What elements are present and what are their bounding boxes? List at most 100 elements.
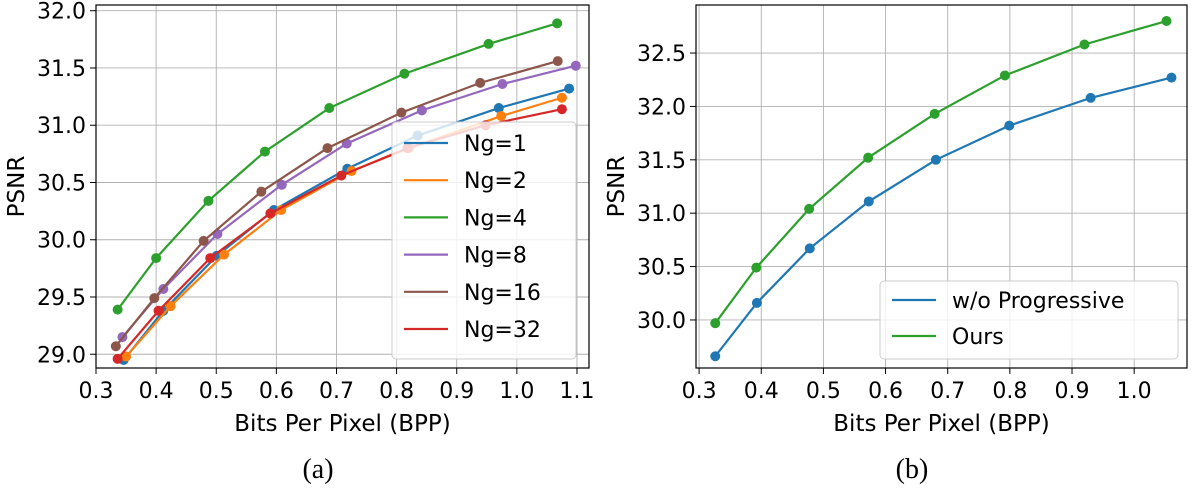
data-point xyxy=(324,103,335,114)
legend-label: Ng=4 xyxy=(464,206,527,231)
x-tick-label: 0.4 xyxy=(744,379,779,404)
plot-frame xyxy=(95,4,590,369)
series-w-o-progressive xyxy=(710,72,1177,362)
y-axis-label: PSNR xyxy=(4,156,30,218)
data-point xyxy=(110,341,121,352)
data-point xyxy=(276,179,287,190)
data-point xyxy=(475,77,486,88)
data-point xyxy=(219,249,230,260)
x-tick-label: 0.8 xyxy=(992,379,1027,404)
data-point xyxy=(556,104,567,115)
legend-box xyxy=(879,280,1179,360)
y-tick-label: 32.0 xyxy=(637,95,686,120)
data-point xyxy=(552,56,563,67)
x-tick-label: 0.6 xyxy=(868,379,903,404)
x-tick-label: 0.7 xyxy=(319,379,354,404)
series-line xyxy=(114,60,559,347)
y-tick-label: 31.0 xyxy=(637,202,686,227)
y-tick-label: 31.0 xyxy=(37,114,86,139)
series-ours xyxy=(710,16,1172,329)
data-point xyxy=(863,152,874,163)
data-point xyxy=(153,305,164,316)
data-point xyxy=(552,18,563,29)
data-point xyxy=(259,146,270,157)
x-tick-label: 0.8 xyxy=(379,379,414,404)
y-tick-label: 30.5 xyxy=(637,256,686,281)
x-tick-label: 1.0 xyxy=(499,379,534,404)
chart-panel-b: 0.3 0.4 0.5 0.6 0.7 0.8 0.9 1.0 30.0 30.5 31.0 31.5… xyxy=(604,4,1188,485)
x-tick-label: 0.3 xyxy=(682,379,717,404)
data-point xyxy=(256,186,267,197)
plot-frame xyxy=(695,4,1188,369)
data-point xyxy=(999,70,1010,81)
data-point xyxy=(929,108,940,119)
y-axis-label: PSNR xyxy=(604,156,630,218)
data-point xyxy=(1004,120,1015,131)
data-point xyxy=(396,107,407,118)
y-tick-label: 30.0 xyxy=(637,309,686,334)
legend: Ng=1 Ng=2 Ng=4 Ng=8 Ng=16 Ng=32 xyxy=(391,121,577,360)
panel-caption-a: (a) xyxy=(302,454,333,485)
data-point xyxy=(751,297,762,308)
data-point xyxy=(751,262,762,273)
data-point xyxy=(149,293,160,304)
x-tick-label: 0.5 xyxy=(199,379,234,404)
series-line xyxy=(714,76,1172,357)
y-tick-label: 32.0 xyxy=(37,0,86,25)
data-point xyxy=(151,253,162,264)
data-point xyxy=(112,304,123,315)
legend-label: Ours xyxy=(952,325,1004,350)
series-line xyxy=(714,19,1167,324)
data-point xyxy=(556,92,567,103)
data-point xyxy=(1166,72,1177,83)
x-tick-label: 0.6 xyxy=(259,379,294,404)
data-point xyxy=(497,79,508,90)
data-point xyxy=(710,351,721,362)
x-tick-label: 0.7 xyxy=(930,379,965,404)
data-point xyxy=(564,83,575,94)
data-point xyxy=(804,243,815,254)
data-point xyxy=(1085,92,1096,103)
x-axis-label: Bits Per Pixel (BPP) xyxy=(234,411,450,437)
data-point xyxy=(265,208,276,219)
y-tick-label: 31.5 xyxy=(37,57,86,82)
x-tick-label: 0.9 xyxy=(439,379,474,404)
y-tick-label: 29.0 xyxy=(37,343,86,368)
data-point xyxy=(336,170,347,181)
data-point xyxy=(570,60,581,71)
series-ng-16 xyxy=(110,56,563,352)
grid-lines xyxy=(696,5,1187,368)
legend-label: w/o Progressive xyxy=(952,289,1124,314)
x-tick-label: 1.0 xyxy=(1117,379,1152,404)
data-point xyxy=(399,68,410,79)
series-line xyxy=(116,22,558,311)
x-axis-label: Bits Per Pixel (BPP) xyxy=(833,411,1049,437)
x-tick-label: 0.3 xyxy=(79,379,114,404)
legend-label: Ng=2 xyxy=(464,169,527,194)
data-point xyxy=(863,196,874,207)
data-point xyxy=(1161,16,1172,27)
data-point xyxy=(198,235,209,246)
chart-panel-a: 0.3 0.4 0.5 0.6 0.7 0.8 0.9 1.0 1.1 29.0 29.5 30.0 3… xyxy=(4,0,594,485)
data-point xyxy=(930,154,941,165)
data-point xyxy=(112,353,123,364)
legend-label: Ng=16 xyxy=(464,281,541,306)
x-tick-label: 1.1 xyxy=(559,379,594,404)
data-point xyxy=(322,143,333,154)
data-point xyxy=(804,203,815,214)
data-point xyxy=(496,111,507,122)
legend-label: Ng=1 xyxy=(464,132,527,157)
y-tick-label: 32.5 xyxy=(637,42,686,67)
data-point xyxy=(493,103,504,114)
legend-label: Ng=32 xyxy=(464,318,541,343)
data-point xyxy=(205,253,216,264)
x-tick-label: 0.9 xyxy=(1055,379,1090,404)
series-ng-4 xyxy=(112,18,563,315)
legend-label: Ng=8 xyxy=(464,244,527,269)
legend: w/o Progressive Ours xyxy=(879,280,1179,360)
panel-caption-b: (b) xyxy=(896,454,929,485)
data-point xyxy=(165,301,176,312)
data-point xyxy=(1079,39,1090,50)
series-line xyxy=(121,64,577,338)
